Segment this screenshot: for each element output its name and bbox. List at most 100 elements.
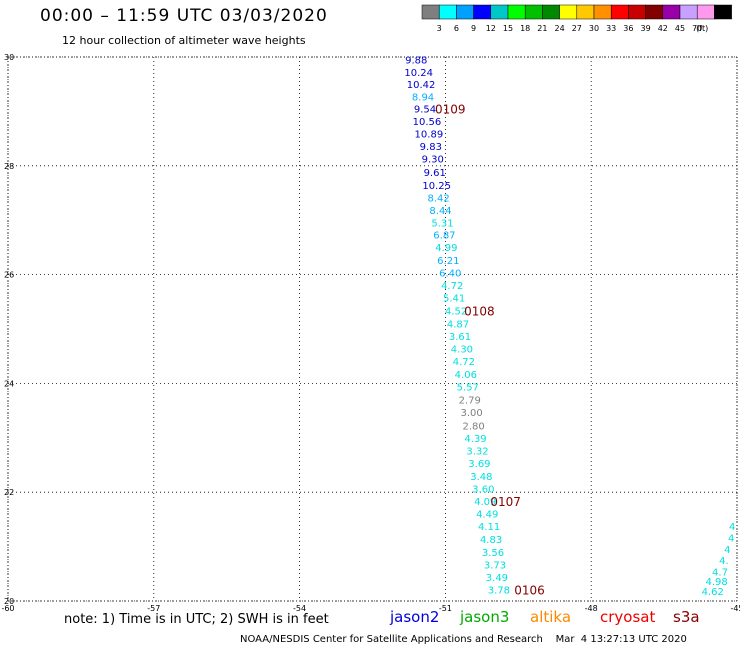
- data-point-label: 2.80: [462, 421, 484, 432]
- legend-swatch: [524, 4, 543, 20]
- page-subtitle: 12 hour collection of altimeter wave hei…: [62, 34, 306, 47]
- data-point-label: 4.98: [705, 577, 727, 588]
- data-point-label: 3.32: [466, 446, 488, 457]
- data-point-label: 10.89: [415, 130, 444, 141]
- legend-swatch: [576, 4, 595, 20]
- data-point-label: 4.83: [480, 535, 502, 546]
- legend-label: 6: [454, 24, 459, 33]
- legend-swatch: [714, 4, 732, 20]
- data-point-label: 9.83: [420, 142, 442, 153]
- legend-label: 24: [555, 24, 565, 33]
- data-point-label: 2.79: [459, 396, 481, 407]
- legend-label: 39: [641, 24, 651, 33]
- satellite-jason2: jason2: [390, 608, 440, 626]
- data-point-label: 4.99: [435, 243, 457, 254]
- time-label: 0109: [435, 103, 466, 117]
- y-tick-label: 28: [4, 162, 14, 171]
- footnote: note: 1) Time is in UTC; 2) SWH is in fe…: [64, 612, 329, 627]
- y-tick-label: 24: [4, 379, 14, 388]
- y-tick-label: 22: [4, 488, 14, 497]
- data-point-label: 3.73: [484, 561, 506, 572]
- data-point-label: 10.25: [422, 181, 451, 192]
- data-point-label: 3.61: [449, 332, 471, 343]
- data-point-label: 4.11: [478, 522, 500, 533]
- legend-label: 9: [471, 24, 476, 33]
- data-point-label: 10.42: [407, 80, 436, 91]
- legend-swatch: [438, 4, 457, 20]
- y-tick-label: 20: [4, 597, 14, 606]
- color-legend: 3 6 9 12 15 18 21 24 27 30 33 36 39 42 45 70(ft): [421, 4, 732, 33]
- data-point-label: 6.40: [439, 268, 461, 279]
- data-point-label: 6.87: [433, 230, 455, 241]
- data-point-label: 4.7: [712, 568, 728, 579]
- data-point-label: 8.42: [427, 193, 449, 204]
- data-point-label: 3.56: [482, 548, 504, 559]
- data-point-label: 4.39: [464, 434, 486, 445]
- data-point-label: 4.72: [453, 357, 475, 368]
- page-title: 00:00 – 11:59 UTC 03/03/2020: [40, 6, 328, 26]
- legend-swatch: [542, 4, 560, 20]
- data-point-label: 3.60: [472, 484, 494, 495]
- legend-swatch: [559, 4, 578, 20]
- x-tick-label: -48: [585, 604, 598, 613]
- data-point-label: 4.: [719, 556, 729, 567]
- data-point-label: 4.09: [474, 497, 496, 508]
- x-tick-label: -51: [439, 604, 452, 613]
- time-label: 0106: [514, 584, 545, 598]
- legend-label: 3: [437, 24, 442, 33]
- data-point-label: 10.56: [413, 117, 442, 128]
- x-tick-label: -54: [293, 604, 306, 613]
- data-point-label: 4.52: [445, 307, 467, 318]
- satellite-s3a: s3a: [673, 608, 700, 626]
- credit-line: NOAA/NESDIS Center for Satellite Applica…: [240, 634, 687, 645]
- legend-swatch: [490, 4, 509, 20]
- legend-swatch: [507, 4, 526, 20]
- y-tick-label: 26: [4, 271, 14, 280]
- data-point-label: 4: [728, 533, 734, 544]
- legend-label: 12: [486, 24, 496, 33]
- legend-swatch: [662, 4, 681, 20]
- legend-label: 18: [520, 24, 530, 33]
- data-point-label: 10.24: [404, 68, 433, 79]
- legend-swatch: [696, 4, 715, 20]
- legend-swatch: [679, 4, 698, 20]
- time-label: 0107: [490, 495, 521, 509]
- data-point-label: 5.41: [443, 293, 465, 304]
- data-point-label: 6.21: [437, 256, 459, 267]
- x-tick-label: -57: [147, 604, 160, 613]
- legend-label: 21: [537, 24, 547, 33]
- satellite-cryosat: cryosat: [600, 608, 656, 626]
- legend-label: 36: [623, 24, 633, 33]
- legend-label: 30: [589, 24, 599, 33]
- legend-label: 15: [503, 24, 513, 33]
- data-point-label: 4.87: [447, 320, 469, 331]
- data-point-label: 9.54: [414, 105, 436, 116]
- data-point-label: 4.72: [441, 281, 463, 292]
- data-point-label: 4.62: [702, 587, 724, 598]
- legend-label: 27: [572, 24, 582, 33]
- legend-label: 45: [675, 24, 685, 33]
- legend-swatch: [628, 4, 646, 20]
- legend-swatch: [610, 4, 629, 20]
- satellite-altika: altika: [530, 608, 572, 626]
- data-point-label: 9.88: [405, 56, 427, 67]
- y-tick-label: 30: [4, 53, 14, 62]
- legend-label: 42: [658, 24, 668, 33]
- data-point-label: 9.30: [422, 155, 444, 166]
- data-point-label: 3.78: [488, 586, 510, 597]
- satellite-jason3: jason3: [460, 608, 510, 626]
- data-point-label: 3.69: [468, 459, 490, 470]
- legend-swatch: [473, 4, 492, 20]
- legend-swatch: [645, 4, 664, 20]
- time-label: 0108: [464, 305, 495, 319]
- data-point-label: 9.61: [424, 168, 446, 179]
- data-point-label: 4: [729, 522, 735, 533]
- data-point-label: 8.44: [429, 206, 451, 217]
- legend-unit: (ft): [696, 24, 708, 33]
- plot-frame: [7, 56, 738, 602]
- chart-axes: -60 -57 -54 -51 -48 -45 20 22 24 26 28 30: [1, 53, 740, 613]
- data-point-label: 3.48: [470, 472, 492, 483]
- data-point-label: 4: [724, 545, 730, 556]
